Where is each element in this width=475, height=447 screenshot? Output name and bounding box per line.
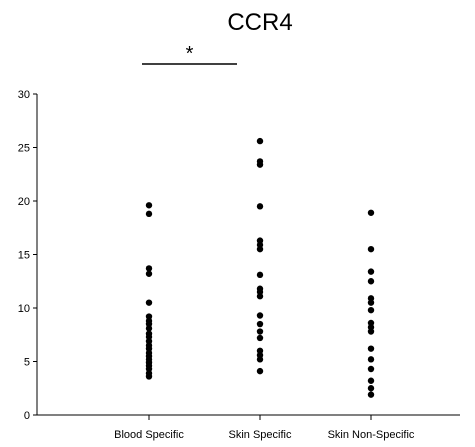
data-point bbox=[256, 328, 264, 335]
y-tick-label: 5 bbox=[24, 357, 30, 369]
axes: 0 5 10 15 20 25 30 Blood Specific Skin Specific S… bbox=[18, 89, 460, 441]
significance-asterisk: * bbox=[186, 43, 194, 65]
chart-title: CCR4 bbox=[227, 9, 292, 36]
data-point bbox=[367, 268, 375, 275]
data-point bbox=[367, 356, 375, 363]
data-point bbox=[145, 270, 153, 277]
data-points bbox=[145, 137, 375, 398]
data-point bbox=[367, 328, 375, 335]
data-point bbox=[367, 385, 375, 392]
data-point bbox=[256, 367, 264, 375]
significance-bracket: * bbox=[142, 43, 237, 65]
data-point bbox=[145, 202, 153, 209]
data-point bbox=[256, 271, 264, 279]
data-point bbox=[256, 320, 264, 328]
data-point bbox=[256, 334, 264, 342]
data-point bbox=[145, 373, 153, 380]
data-point bbox=[145, 265, 153, 272]
y-tick-label: 30 bbox=[18, 89, 30, 101]
data-point bbox=[145, 210, 153, 218]
data-point bbox=[256, 356, 264, 363]
data-point bbox=[256, 245, 264, 253]
x-tick-label: Skin Specific bbox=[229, 429, 292, 441]
data-point bbox=[367, 365, 375, 373]
data-point bbox=[367, 278, 375, 285]
x-tick-label: Skin Non-Specific bbox=[328, 429, 415, 441]
data-point bbox=[367, 391, 375, 398]
data-point bbox=[367, 209, 375, 216]
data-point bbox=[256, 203, 264, 210]
data-point bbox=[367, 299, 375, 306]
x-tick-label: Blood Specific bbox=[114, 429, 184, 441]
data-point bbox=[367, 377, 375, 384]
y-tick-label: 20 bbox=[18, 196, 30, 208]
y-tick-label: 0 bbox=[24, 410, 30, 422]
data-point bbox=[367, 306, 375, 314]
data-point bbox=[256, 137, 264, 145]
data-point bbox=[367, 245, 375, 253]
data-point bbox=[145, 299, 153, 306]
data-point bbox=[367, 345, 375, 352]
data-point bbox=[256, 312, 264, 319]
data-point bbox=[256, 293, 264, 300]
data-point bbox=[256, 161, 264, 168]
y-tick-label: 15 bbox=[18, 250, 30, 262]
y-tick-label: 10 bbox=[18, 303, 30, 315]
y-tick-label: 25 bbox=[18, 143, 30, 155]
data-point bbox=[145, 325, 153, 332]
